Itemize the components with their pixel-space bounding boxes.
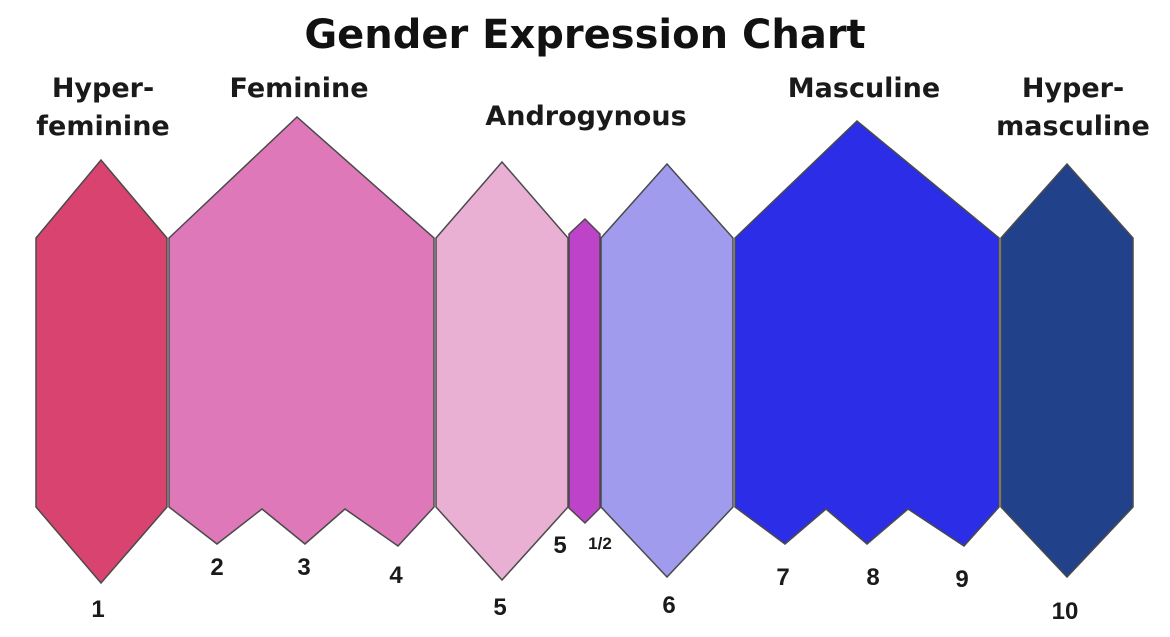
segment-feminine bbox=[168, 115, 435, 547]
segment-masculine bbox=[734, 119, 1000, 547]
number-label-androgynous-masc-0: 6 bbox=[662, 592, 675, 619]
category-label-line: Hyper- bbox=[1022, 73, 1124, 104]
category-label-line: Androgynous bbox=[485, 101, 686, 132]
category-label-line: masculine bbox=[996, 111, 1150, 142]
category-label-line: feminine bbox=[36, 111, 169, 142]
category-label-hyper-masculine: Hyper-masculine bbox=[996, 73, 1150, 142]
number-label-androgynous-fem-0: 5 bbox=[493, 594, 506, 621]
category-label-masculine: Masculine bbox=[788, 73, 940, 104]
number-label-androgynous-center-0: 5 bbox=[553, 532, 566, 559]
number-label-androgynous-center-1: 1/2 bbox=[588, 534, 612, 553]
category-label-line: Feminine bbox=[229, 73, 368, 104]
segment-hyper-feminine bbox=[35, 158, 168, 585]
number-label-feminine-1: 3 bbox=[297, 554, 310, 581]
category-label-line: Hyper- bbox=[52, 73, 154, 104]
category-label-hyper-feminine: Hyper-feminine bbox=[36, 73, 169, 142]
chart-title: Gender Expression Chart bbox=[304, 12, 865, 58]
number-label-masculine-1: 8 bbox=[866, 564, 879, 591]
number-label-masculine-0: 7 bbox=[776, 564, 789, 591]
number-label-feminine-0: 2 bbox=[210, 554, 223, 581]
number-label-hyper-masculine-0: 10 bbox=[1052, 598, 1079, 625]
number-label-masculine-2: 9 bbox=[955, 566, 968, 593]
shapes-layer bbox=[35, 115, 1134, 585]
segment-hyper-masculine bbox=[1000, 162, 1134, 579]
category-label-androgynous: Androgynous bbox=[485, 101, 686, 132]
number-label-hyper-feminine-0: 1 bbox=[91, 596, 104, 623]
number-label-feminine-2: 4 bbox=[389, 562, 403, 589]
segment-androgynous-masc bbox=[600, 162, 734, 579]
category-label-line: Masculine bbox=[788, 73, 940, 104]
segment-androgynous-center bbox=[568, 217, 601, 525]
segment-androgynous-fem bbox=[435, 160, 569, 582]
number-labels: 1 2 3 4 5 5 1/2 6 7 8 9 10 bbox=[91, 532, 1078, 625]
category-label-feminine: Feminine bbox=[229, 73, 368, 104]
category-labels: Hyper-feminine Feminine Androgynous Masculi… bbox=[36, 73, 1150, 142]
